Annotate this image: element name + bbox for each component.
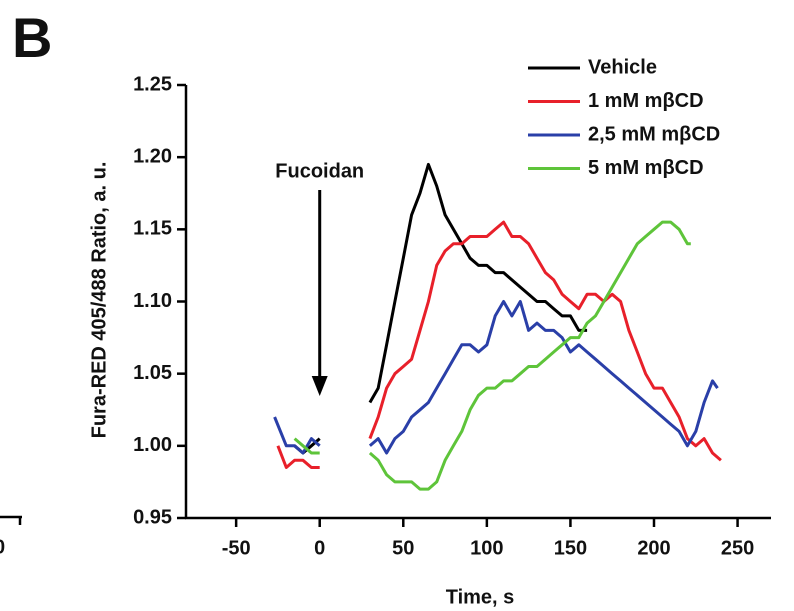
y-tick-label: 1.00 xyxy=(133,434,172,456)
legend-label: 2,5 mM mβCD xyxy=(588,123,720,145)
panel-label: B xyxy=(12,6,52,69)
y-tick-label: 1.15 xyxy=(133,218,172,240)
y-tick-label: 1.05 xyxy=(133,362,172,384)
legend-label: Vehicle xyxy=(588,56,657,78)
x-tick-label: 250 xyxy=(721,537,754,559)
y-axis-label: Fura-RED 405/488 Ratio, a. u. xyxy=(88,162,110,439)
x-tick-label: 50 xyxy=(392,537,414,559)
y-tick-label: 1.25 xyxy=(133,73,172,95)
x-tick-label: 200 xyxy=(637,537,670,559)
annotation: Fucoidan xyxy=(275,160,364,182)
x-tick-label: 100 xyxy=(470,537,503,559)
x-tick-label: 150 xyxy=(554,537,587,559)
annotation-arrowhead xyxy=(311,376,328,396)
neighbor-tick-label: 0 xyxy=(0,536,5,558)
y-tick-label: 0.95 xyxy=(133,506,172,528)
series-line xyxy=(276,220,722,469)
y-tick-label: 1.10 xyxy=(133,290,172,312)
series-line xyxy=(293,162,588,455)
y-tick-label: 1.20 xyxy=(133,145,172,167)
series-line xyxy=(273,300,719,455)
x-tick-label: -50 xyxy=(222,537,251,559)
legend-label: 1 mM mβCD xyxy=(588,90,704,112)
x-axis-label: Time, s xyxy=(446,586,515,608)
series-line xyxy=(293,220,691,491)
legend-label: 5 mM mβCD xyxy=(588,157,704,179)
x-tick-label: 0 xyxy=(314,537,325,559)
